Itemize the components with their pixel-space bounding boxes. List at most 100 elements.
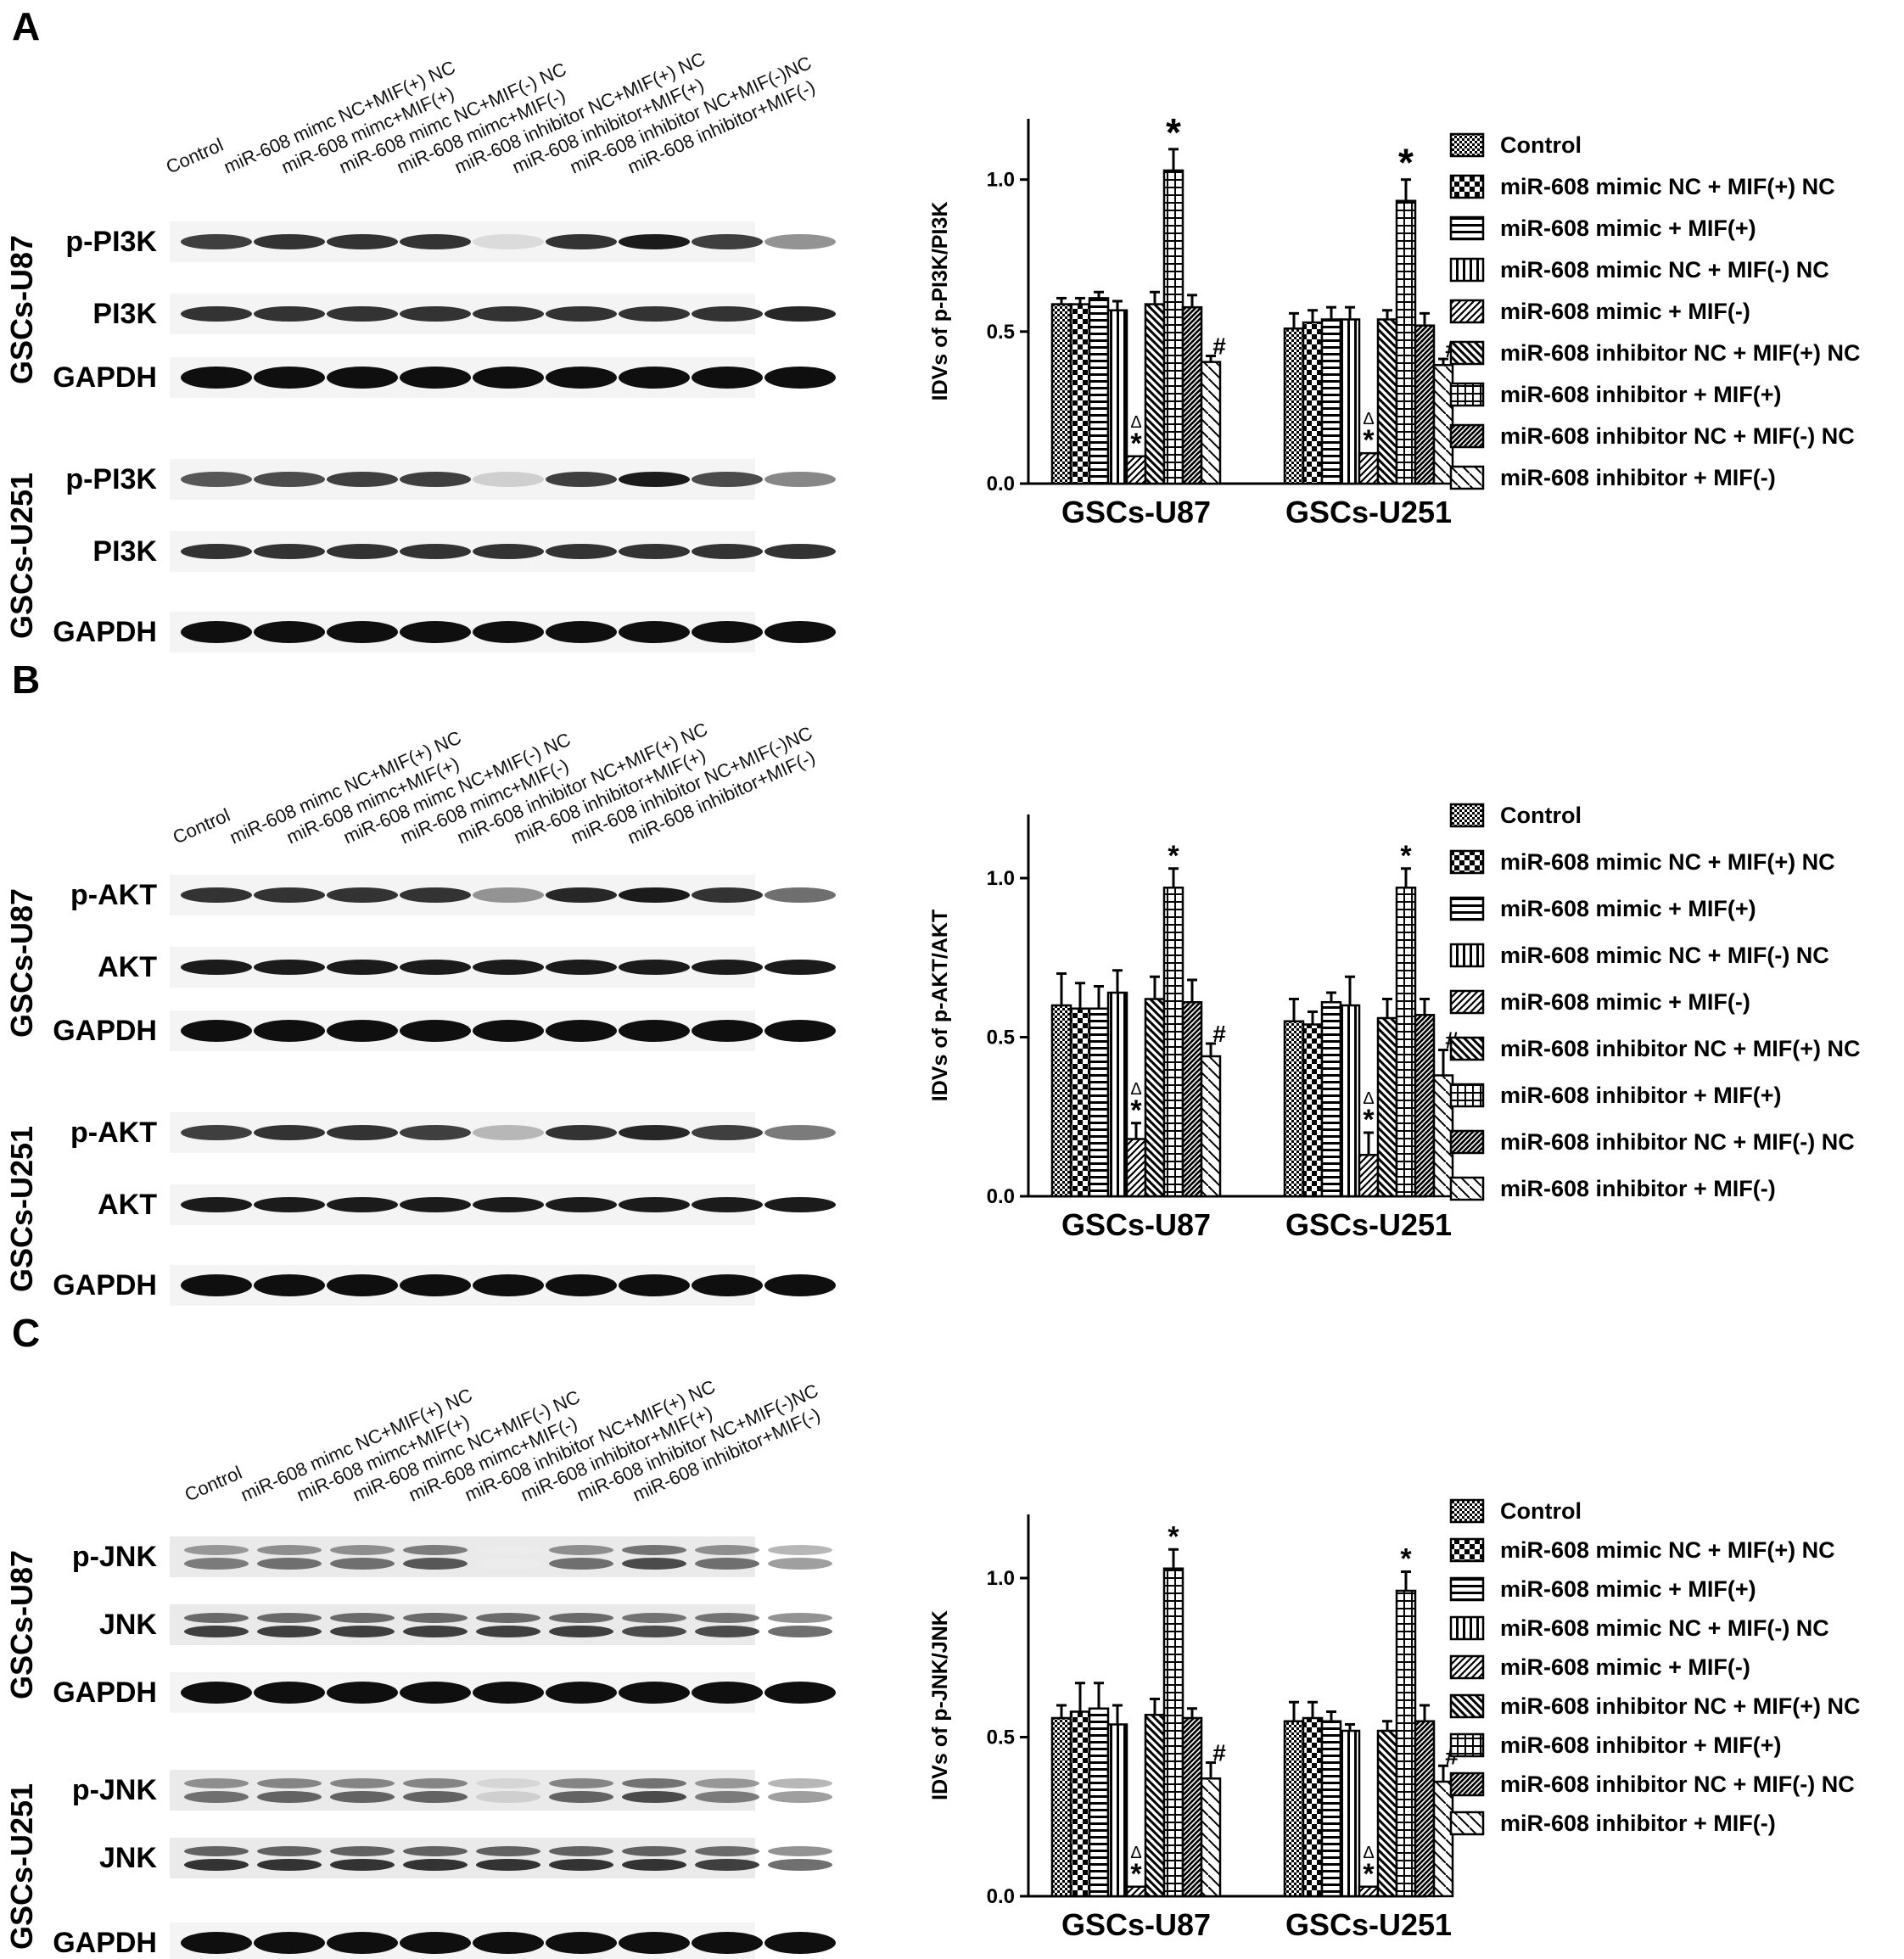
blot-band bbox=[473, 887, 544, 903]
blot-band bbox=[619, 887, 690, 903]
y-tick-label: 0.0 bbox=[987, 1185, 1015, 1208]
row-label: GAPDH bbox=[53, 1676, 157, 1709]
bar bbox=[1376, 1729, 1398, 1898]
row-label: p-AKT bbox=[70, 879, 157, 911]
blot-band bbox=[330, 1545, 395, 1555]
blot-band bbox=[254, 234, 325, 249]
legend-label: miR-608 inhibitor NC + MIF(-) NC bbox=[1500, 423, 1855, 449]
annotation-star: * bbox=[1363, 1858, 1375, 1890]
blot-band bbox=[619, 1125, 690, 1140]
bar bbox=[1088, 297, 1110, 485]
blot-band bbox=[257, 1846, 322, 1856]
blot-band bbox=[692, 960, 763, 975]
blot-band bbox=[327, 367, 398, 389]
row-label: GAPDH bbox=[53, 1015, 157, 1047]
blot-band bbox=[476, 1859, 540, 1871]
panel-letter: A bbox=[12, 4, 41, 48]
blot-band bbox=[403, 1626, 468, 1637]
blot-band bbox=[184, 1545, 249, 1555]
blot-band bbox=[254, 1125, 325, 1140]
legend-label: Control bbox=[1500, 1498, 1582, 1524]
bar bbox=[1339, 318, 1361, 485]
blot-band bbox=[254, 1197, 325, 1212]
blot-band bbox=[254, 1020, 325, 1042]
blot-band bbox=[403, 1791, 468, 1803]
blot-band bbox=[327, 1932, 398, 1954]
bar bbox=[1050, 303, 1072, 485]
y-tick-label: 0.5 bbox=[987, 1027, 1015, 1049]
blot-band bbox=[619, 544, 690, 559]
panel-letter: C bbox=[12, 1311, 41, 1355]
blot-band bbox=[619, 472, 690, 487]
legend-swatch bbox=[1449, 1083, 1485, 1108]
blot-band bbox=[695, 1846, 759, 1856]
blot-band bbox=[546, 367, 617, 389]
blot-band bbox=[400, 1197, 471, 1212]
bar bbox=[1181, 305, 1203, 485]
blot-band bbox=[400, 1125, 471, 1140]
bar bbox=[1376, 1016, 1398, 1198]
row-label: p-JNK bbox=[72, 1774, 158, 1806]
annotation-star: * bbox=[1400, 840, 1412, 872]
legend-label: miR-608 mimic + MIF(-) bbox=[1500, 1654, 1750, 1680]
blot-band bbox=[330, 1613, 395, 1623]
bar bbox=[1432, 1074, 1454, 1198]
legend-label: miR-608 mimic NC + MIF(+) NC bbox=[1500, 1537, 1835, 1563]
blot-band bbox=[473, 306, 544, 322]
blot-band bbox=[695, 1558, 759, 1570]
row-label: p-AKT bbox=[70, 1117, 157, 1149]
blot-band bbox=[476, 1558, 540, 1570]
blot-band bbox=[327, 1682, 398, 1704]
blot-band bbox=[549, 1626, 613, 1637]
bar bbox=[1395, 199, 1417, 485]
bar bbox=[1320, 318, 1342, 485]
blot-band bbox=[181, 544, 252, 559]
blot-band bbox=[400, 621, 471, 643]
blot-band bbox=[327, 1274, 398, 1296]
blot-band bbox=[400, 472, 471, 487]
blot-band bbox=[764, 472, 836, 487]
legend-label: miR-608 inhibitor + MIF(-) bbox=[1500, 1176, 1776, 1201]
annotation-hash: # bbox=[1212, 333, 1226, 360]
legend-swatch bbox=[1449, 465, 1485, 490]
y-tick-label: 0.5 bbox=[987, 1727, 1015, 1749]
cell-group-label: GSCs-U251 bbox=[4, 1126, 39, 1292]
blot-band bbox=[549, 1859, 613, 1871]
blot-band bbox=[546, 544, 617, 559]
x-category-label: GSCs-U251 bbox=[1285, 1907, 1452, 1942]
bar bbox=[1302, 321, 1324, 485]
blot-band bbox=[184, 1859, 249, 1871]
blot-band bbox=[622, 1791, 686, 1803]
bar bbox=[1283, 1020, 1305, 1198]
blot-band bbox=[181, 367, 252, 389]
blot-band bbox=[330, 1859, 395, 1871]
blot-band bbox=[546, 887, 617, 903]
annotation-star: * bbox=[1130, 1094, 1142, 1127]
blot-band bbox=[400, 306, 471, 322]
bar bbox=[1414, 1720, 1436, 1898]
annotation-hash: # bbox=[1212, 1740, 1226, 1766]
blot-band bbox=[327, 960, 398, 975]
blot-band bbox=[692, 1932, 763, 1954]
blot-band bbox=[546, 306, 617, 322]
x-category-label: GSCs-U87 bbox=[1061, 1907, 1211, 1942]
blot-band bbox=[181, 1274, 252, 1296]
cell-group-label: GSCs-U87 bbox=[4, 1550, 39, 1699]
legend-label: miR-608 mimic NC + MIF(-) NC bbox=[1500, 1615, 1829, 1641]
legend-label: miR-608 mimic NC + MIF(+) NC bbox=[1500, 174, 1835, 199]
blot-band bbox=[692, 544, 763, 559]
annotation-delta: Δ bbox=[1130, 1844, 1141, 1862]
blot-band bbox=[622, 1613, 686, 1623]
blot-band bbox=[764, 887, 836, 903]
blot-band bbox=[184, 1846, 249, 1856]
row-label: JNK bbox=[99, 1842, 157, 1874]
annotation-delta: Δ bbox=[1130, 1080, 1141, 1099]
blot-band bbox=[549, 1846, 613, 1856]
bar bbox=[1106, 991, 1128, 1198]
bar bbox=[1320, 1720, 1342, 1898]
blot-band bbox=[619, 234, 690, 249]
blot-band bbox=[327, 887, 398, 903]
blot-band bbox=[476, 1778, 540, 1788]
blot-band bbox=[327, 306, 398, 322]
